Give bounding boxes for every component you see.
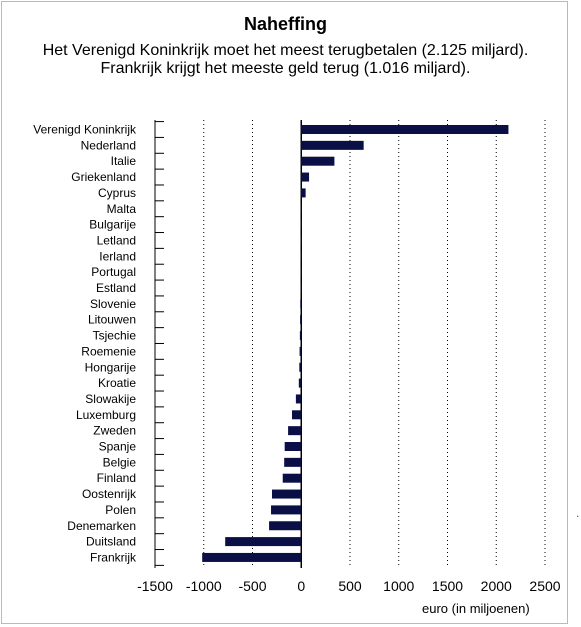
bar — [284, 457, 302, 467]
bar — [291, 410, 302, 420]
category-label: Hongarije — [85, 360, 137, 374]
bar — [301, 188, 306, 198]
x-axis-label: euro (in miljoenen) — [422, 601, 530, 616]
category-label: Roemenie — [81, 344, 136, 358]
bar — [301, 140, 364, 150]
bar — [298, 378, 302, 388]
chart-frame: Naheffing Het Verenigd Koninkrijk moet h… — [1, 1, 568, 624]
category-label: Frankrijk — [90, 550, 137, 564]
x-tick-label: 2000 — [481, 578, 512, 594]
category-label: Zweden — [93, 424, 136, 438]
x-tick-label: 0 — [297, 578, 305, 594]
chart-subtitle: Het Verenigd Koninkrijk moet het meest t… — [42, 42, 529, 77]
category-label: Nederland — [81, 138, 136, 152]
x-tick-label: 2500 — [529, 578, 560, 594]
category-label: Bulgarije — [89, 218, 136, 232]
x-tick-label: 500 — [338, 578, 362, 594]
bar — [282, 473, 302, 483]
category-label: Verenigd Koninkrijk — [33, 123, 137, 137]
bar — [299, 346, 302, 356]
x-tick-label: 1500 — [432, 578, 463, 594]
bar — [300, 299, 302, 309]
category-label: Finland — [97, 471, 136, 485]
category-label: Denemarken — [67, 519, 136, 533]
bar — [272, 489, 302, 499]
bar — [299, 331, 302, 341]
bar — [301, 251, 302, 261]
chart-title: Naheffing — [244, 14, 327, 34]
bar — [300, 315, 302, 325]
category-label: Luxemburg — [76, 408, 136, 422]
category-label: Tsjechie — [93, 329, 137, 343]
category-label: Polen — [105, 503, 136, 517]
category-label: Letland — [97, 233, 136, 247]
category-label: Cyprus — [98, 186, 136, 200]
bar — [301, 172, 310, 182]
bar — [202, 552, 302, 562]
category-label: Kroatie — [98, 376, 136, 390]
x-tick-label: -1500 — [137, 578, 173, 594]
bar — [271, 505, 302, 515]
category-label: Estland — [96, 281, 136, 295]
category-label: Slowakije — [85, 392, 136, 406]
bar — [301, 235, 302, 245]
bar — [301, 204, 302, 214]
stray-mark: . — [576, 506, 580, 520]
category-label: Portugal — [91, 265, 136, 279]
category-label: Spanje — [99, 440, 137, 454]
category-label: Griekenland — [71, 170, 136, 184]
bar — [300, 283, 302, 293]
x-tick-label: -1000 — [186, 578, 222, 594]
bar — [295, 394, 302, 404]
bar — [269, 521, 302, 531]
bar — [225, 537, 302, 547]
bar — [301, 156, 335, 166]
category-label: Belgie — [103, 455, 137, 469]
bar — [301, 267, 302, 277]
x-tick-label: -500 — [238, 578, 266, 594]
bar — [301, 220, 302, 230]
category-label: Litouwen — [88, 313, 136, 327]
bar — [288, 426, 302, 436]
category-label: Italie — [111, 154, 137, 168]
category-label: Duitsland — [86, 535, 136, 549]
category-label: Ierland — [99, 249, 136, 263]
bar — [301, 125, 509, 134]
bar — [299, 362, 302, 372]
category-label: Malta — [107, 202, 137, 216]
category-label: Oostenrijk — [82, 487, 137, 501]
category-label: Slovenie — [90, 297, 136, 311]
x-tick-label: 1000 — [383, 578, 414, 594]
bar — [284, 442, 302, 451]
